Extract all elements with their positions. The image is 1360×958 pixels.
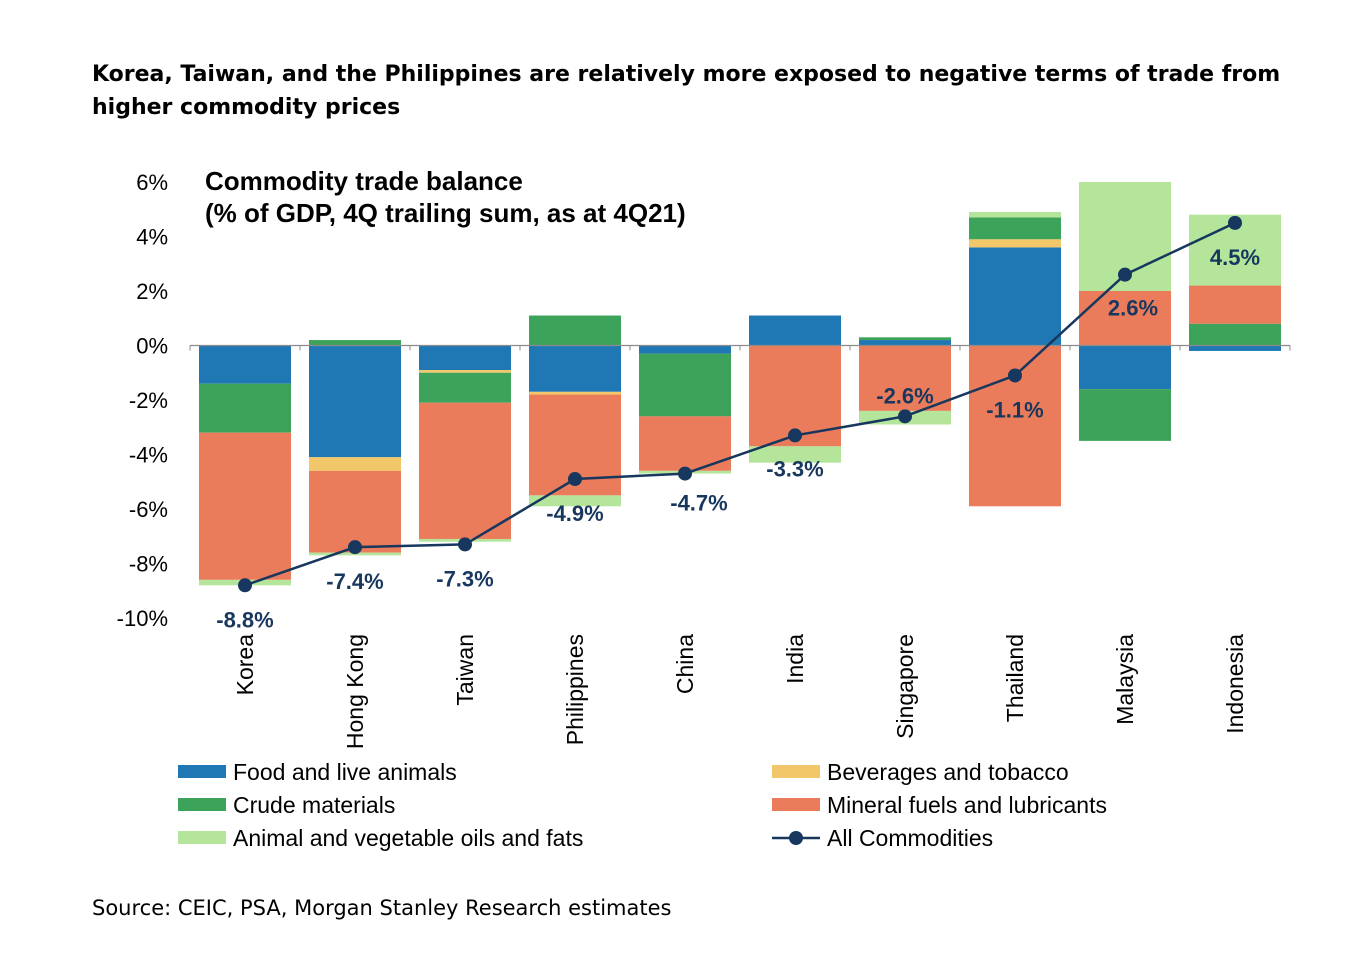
data-label-china: -4.7%: [670, 491, 727, 516]
legend-label-beverages-and-tobacco: Beverages and tobacco: [827, 759, 1069, 785]
x-label-hong-kong: Hong Kong: [342, 634, 368, 749]
bar-malaysia-food-and-live-animals: [1079, 345, 1171, 390]
bars-layer: [199, 182, 1281, 586]
x-label-malaysia: Malaysia: [1112, 634, 1138, 725]
bar-korea-mineral-fuels-and-lubricants: [199, 432, 291, 580]
all-commodities-point-hong-kong: [348, 540, 362, 555]
axis-layer: [189, 344, 1291, 351]
all-commodities-point-india: [788, 428, 802, 443]
x-label-singapore: Singapore: [892, 634, 918, 739]
legend-label-all-commodities: All Commodities: [827, 825, 993, 851]
bar-india-food-and-live-animals: [749, 315, 841, 346]
y-tick-label: -10%: [117, 606, 168, 631]
all-commodities-point-indonesia: [1228, 215, 1242, 230]
x-label-china: China: [672, 634, 698, 694]
x-axis-category-labels: Korea Hong Kong Taiwan Philippines China Indi…: [232, 634, 1248, 749]
legend-swatch-food-and-live-animals: [178, 765, 226, 778]
chart-subtitle: (% of GDP, 4Q trailing sum, as at 4Q21): [205, 198, 686, 228]
all-commodities-point-thailand: [1008, 368, 1022, 383]
bar-taiwan-food-and-live-animals: [419, 345, 511, 371]
legend-swatch-beverages-and-tobacco: [772, 765, 820, 778]
legend-swatch-animal-and-vegetable-oils-and-fats: [178, 831, 226, 844]
data-label-thailand: -1.1%: [986, 397, 1043, 422]
bar-philippines-beverages-and-tobacco: [529, 391, 621, 395]
bar-china-crude-materials: [639, 353, 731, 417]
y-tick-label: 2%: [136, 279, 168, 304]
bar-indonesia-food-and-live-animals: [1189, 345, 1281, 351]
bar-taiwan-crude-materials: [419, 372, 511, 403]
y-tick-label: -4%: [129, 443, 168, 468]
legend-label-mineral-fuels-and-lubricants: Mineral fuels and lubricants: [827, 792, 1107, 818]
bar-taiwan-beverages-and-tobacco: [419, 370, 511, 373]
bar-thailand-beverages-and-tobacco: [969, 239, 1061, 248]
bar-hong-kong-beverages-and-tobacco: [309, 457, 401, 471]
bar-malaysia-mineral-fuels-and-lubricants: [1079, 291, 1171, 346]
bar-philippines-animal-and-vegetable-oils-and-fats: [529, 495, 621, 507]
bar-malaysia-crude-materials: [1079, 389, 1171, 441]
chart-legend: Food and live animals Crude materials Anim…: [178, 759, 1107, 851]
data-label-taiwan: -7.3%: [436, 566, 493, 591]
all-commodities-line-layer: -8.8% -7.4% -7.3% -4.9% -4.7% -3.3% -2.6% -1.1%…: [216, 215, 1260, 632]
data-label-philippines: -4.9%: [546, 501, 603, 526]
chart-headline: Korea, Taiwan, and the Philippines are r…: [92, 62, 1281, 120]
data-label-indonesia: 4.5%: [1210, 245, 1260, 270]
y-tick-label: -6%: [129, 497, 168, 522]
all-commodities-point-singapore: [898, 409, 912, 424]
all-commodities-point-china: [678, 466, 692, 481]
bar-taiwan-mineral-fuels-and-lubricants: [419, 402, 511, 539]
x-label-indonesia: Indonesia: [1222, 634, 1248, 734]
all-commodities-line: [244, 221, 1236, 587]
x-label-india: India: [782, 634, 808, 684]
x-label-taiwan: Taiwan: [452, 634, 478, 706]
bar-korea-food-and-live-animals: [199, 345, 291, 384]
x-label-philippines: Philippines: [562, 634, 588, 745]
bar-singapore-mineral-fuels-and-lubricants: [859, 345, 951, 411]
legend-label-animal-and-vegetable-oils-and-fats: Animal and vegetable oils and fats: [233, 825, 583, 851]
y-tick-label: 6%: [136, 170, 168, 195]
bar-philippines-crude-materials: [529, 315, 621, 346]
data-label-india: -3.3%: [766, 456, 823, 481]
legend-swatch-all-commodities-marker: [789, 831, 803, 845]
all-commodities-point-korea: [238, 578, 252, 593]
bar-singapore-food-and-live-animals: [859, 340, 951, 346]
bar-thailand-food-and-live-animals: [969, 247, 1061, 346]
bar-korea-crude-materials: [199, 383, 291, 433]
legend-label-food-and-live-animals: Food and live animals: [233, 759, 457, 785]
bar-hong-kong-food-and-live-animals: [309, 345, 401, 458]
data-label-malaysia: 2.6%: [1108, 296, 1158, 321]
bar-thailand-animal-and-vegetable-oils-and-fats: [969, 211, 1061, 218]
chart-title: Commodity trade balance: [205, 166, 523, 196]
y-tick-label: 4%: [136, 225, 168, 250]
data-label-korea: -8.8%: [216, 607, 273, 632]
y-tick-label: 0%: [136, 334, 168, 359]
bar-thailand-crude-materials: [969, 217, 1061, 240]
all-commodities-point-taiwan: [458, 537, 472, 552]
legend-swatch-mineral-fuels-and-lubricants: [772, 798, 820, 811]
bar-china-food-and-live-animals: [639, 345, 731, 354]
bar-hong-kong-mineral-fuels-and-lubricants: [309, 470, 401, 553]
bar-singapore-crude-materials: [859, 337, 951, 341]
all-commodities-point-philippines: [568, 472, 582, 487]
y-tick-label: -2%: [129, 388, 168, 413]
data-label-singapore: -2.6%: [876, 383, 933, 408]
x-label-thailand: Thailand: [1002, 634, 1028, 722]
bar-india-animal-and-vegetable-oils-and-fats: [749, 446, 841, 463]
all-commodities-point-malaysia: [1118, 267, 1132, 282]
y-axis-ticks: 6% 4% 2% 0% -2% -4% -6% -8% -10%: [117, 170, 168, 631]
legend-swatch-crude-materials: [178, 798, 226, 811]
chart-title-block: Commodity trade balance (% of GDP, 4Q tr…: [205, 166, 686, 228]
bar-indonesia-mineral-fuels-and-lubricants: [1189, 285, 1281, 324]
bar-philippines-food-and-live-animals: [529, 345, 621, 392]
x-label-korea: Korea: [232, 634, 258, 696]
bar-hong-kong-crude-materials: [309, 340, 401, 346]
bar-indonesia-crude-materials: [1189, 323, 1281, 346]
legend-label-crude-materials: Crude materials: [233, 792, 395, 818]
y-tick-label: -8%: [129, 552, 168, 577]
source-note: Source: CEIC, PSA, Morgan Stanley Resear…: [92, 896, 672, 920]
data-label-hong-kong: -7.4%: [326, 569, 383, 594]
